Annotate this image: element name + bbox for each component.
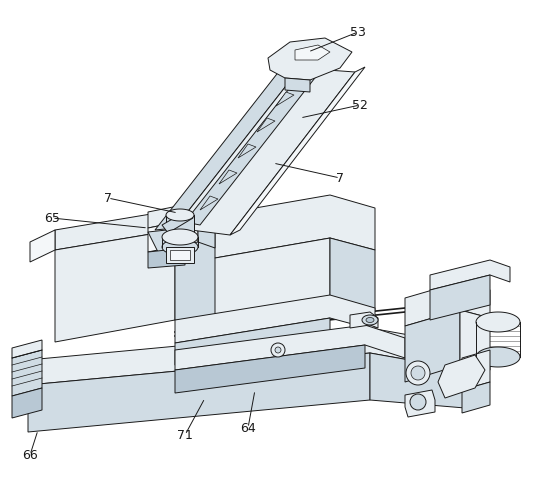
Polygon shape: [405, 390, 435, 417]
Polygon shape: [238, 144, 256, 158]
Polygon shape: [55, 230, 175, 342]
Polygon shape: [175, 68, 355, 235]
Ellipse shape: [366, 317, 374, 323]
Polygon shape: [405, 282, 490, 326]
Polygon shape: [148, 228, 195, 252]
Polygon shape: [175, 318, 330, 365]
Polygon shape: [28, 328, 465, 385]
Polygon shape: [12, 340, 42, 358]
Polygon shape: [162, 239, 198, 255]
Polygon shape: [476, 312, 520, 332]
Polygon shape: [350, 312, 378, 328]
Text: 7: 7: [336, 172, 344, 185]
Text: 53: 53: [350, 25, 366, 38]
Polygon shape: [162, 210, 193, 233]
Polygon shape: [12, 350, 42, 396]
Polygon shape: [12, 388, 42, 418]
Polygon shape: [438, 355, 485, 398]
Polygon shape: [148, 218, 198, 252]
Circle shape: [410, 394, 426, 410]
Polygon shape: [200, 196, 218, 210]
Polygon shape: [170, 250, 190, 260]
Polygon shape: [405, 310, 460, 382]
Polygon shape: [219, 170, 237, 184]
Polygon shape: [28, 353, 370, 432]
Polygon shape: [268, 38, 352, 80]
Polygon shape: [55, 210, 240, 250]
Ellipse shape: [362, 315, 378, 325]
Polygon shape: [175, 295, 375, 343]
Polygon shape: [215, 238, 330, 322]
Text: 71: 71: [177, 429, 193, 441]
Polygon shape: [460, 310, 490, 370]
Polygon shape: [476, 347, 520, 367]
Circle shape: [411, 366, 425, 380]
Polygon shape: [230, 67, 365, 235]
Polygon shape: [295, 45, 330, 60]
Circle shape: [275, 347, 281, 353]
Text: 64: 64: [240, 421, 256, 434]
Polygon shape: [148, 248, 185, 268]
Text: 7: 7: [104, 191, 112, 205]
Polygon shape: [285, 78, 310, 92]
Polygon shape: [30, 230, 55, 262]
Circle shape: [271, 343, 285, 357]
Polygon shape: [175, 345, 365, 393]
Polygon shape: [330, 238, 375, 310]
Circle shape: [406, 361, 430, 385]
Polygon shape: [175, 325, 405, 370]
Polygon shape: [370, 353, 465, 408]
Polygon shape: [148, 202, 215, 228]
Polygon shape: [257, 118, 275, 132]
Text: 65: 65: [44, 211, 60, 225]
Polygon shape: [430, 275, 490, 320]
Text: 52: 52: [352, 99, 368, 111]
Polygon shape: [215, 195, 375, 258]
Polygon shape: [462, 350, 490, 390]
Polygon shape: [166, 209, 194, 221]
Polygon shape: [175, 230, 240, 335]
Polygon shape: [198, 218, 215, 248]
Polygon shape: [276, 92, 294, 106]
Polygon shape: [162, 229, 198, 245]
Polygon shape: [166, 231, 194, 243]
Polygon shape: [185, 62, 325, 225]
Text: 66: 66: [22, 449, 38, 462]
Polygon shape: [430, 260, 510, 290]
Polygon shape: [166, 247, 194, 263]
Polygon shape: [155, 68, 300, 230]
Polygon shape: [166, 215, 194, 237]
Polygon shape: [462, 382, 490, 413]
